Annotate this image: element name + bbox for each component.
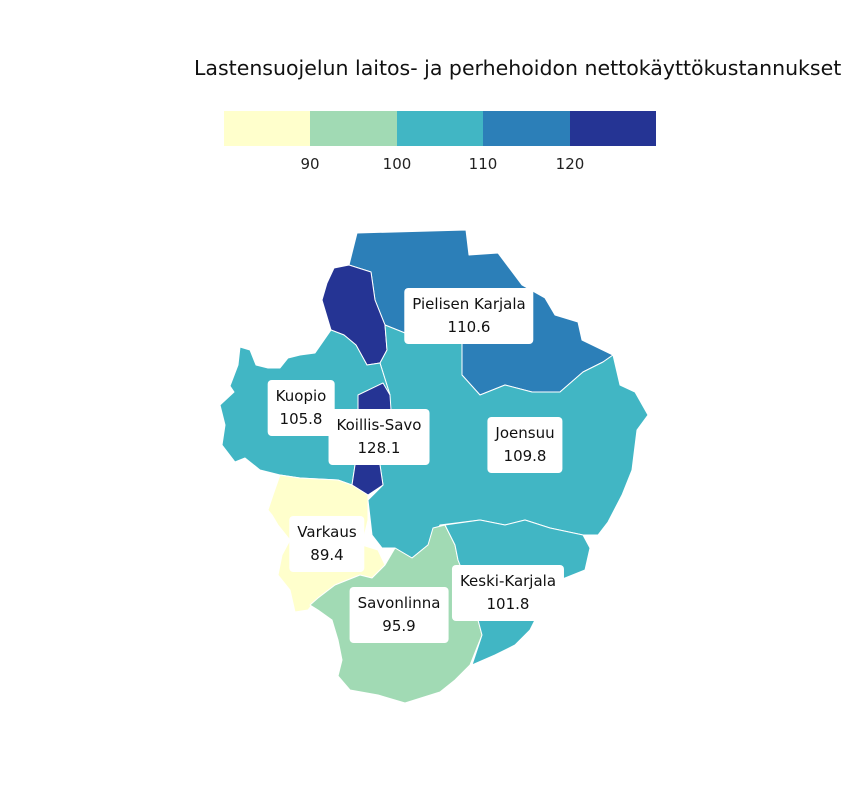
label-value: 128.1 (357, 439, 401, 457)
legend-tick-120: 120 (555, 155, 585, 173)
label-name: Savonlinna (357, 594, 441, 612)
legend-swatch-5 (569, 111, 656, 146)
label-varkaus: Varkaus 89.4 (289, 516, 365, 572)
label-value: 101.8 (486, 595, 530, 613)
label-name: Varkaus (297, 523, 357, 541)
label-value: 95.9 (382, 617, 416, 635)
label-value: 89.4 (310, 546, 344, 564)
label-name: Pielisen Karjala (412, 295, 526, 313)
label-name: Keski-Karjala (459, 572, 557, 590)
label-savonlinna: Savonlinna 95.9 (349, 587, 449, 643)
legend-tick-90: 90 (300, 155, 320, 173)
legend-swatch-1 (224, 111, 311, 146)
label-value: 110.6 (447, 318, 491, 336)
label-keski-karjala: Keski-Karjala 101.8 (451, 565, 565, 621)
label-koillis-savo: Koillis-Savo 128.1 (328, 409, 430, 465)
label-name: Joensuu (495, 424, 555, 442)
label-name: Kuopio (275, 387, 327, 405)
legend-tick-110: 110 (468, 155, 498, 173)
legend-tick-100: 100 (382, 155, 412, 173)
label-value: 109.8 (503, 447, 547, 465)
legend-swatch-4 (483, 111, 570, 146)
label-kuopio: Kuopio 105.8 (267, 380, 335, 436)
color-legend (224, 111, 656, 146)
label-name: Koillis-Savo (336, 416, 422, 434)
label-joensuu: Joensuu 109.8 (487, 417, 563, 473)
map-title: Lastensuojelun laitos- ja perhehoidon ne… (194, 56, 842, 80)
legend-swatch-2 (310, 111, 397, 146)
legend-swatch-3 (396, 111, 484, 146)
label-value: 105.8 (279, 410, 323, 428)
label-pielisen-karjala: Pielisen Karjala 110.6 (404, 288, 534, 344)
